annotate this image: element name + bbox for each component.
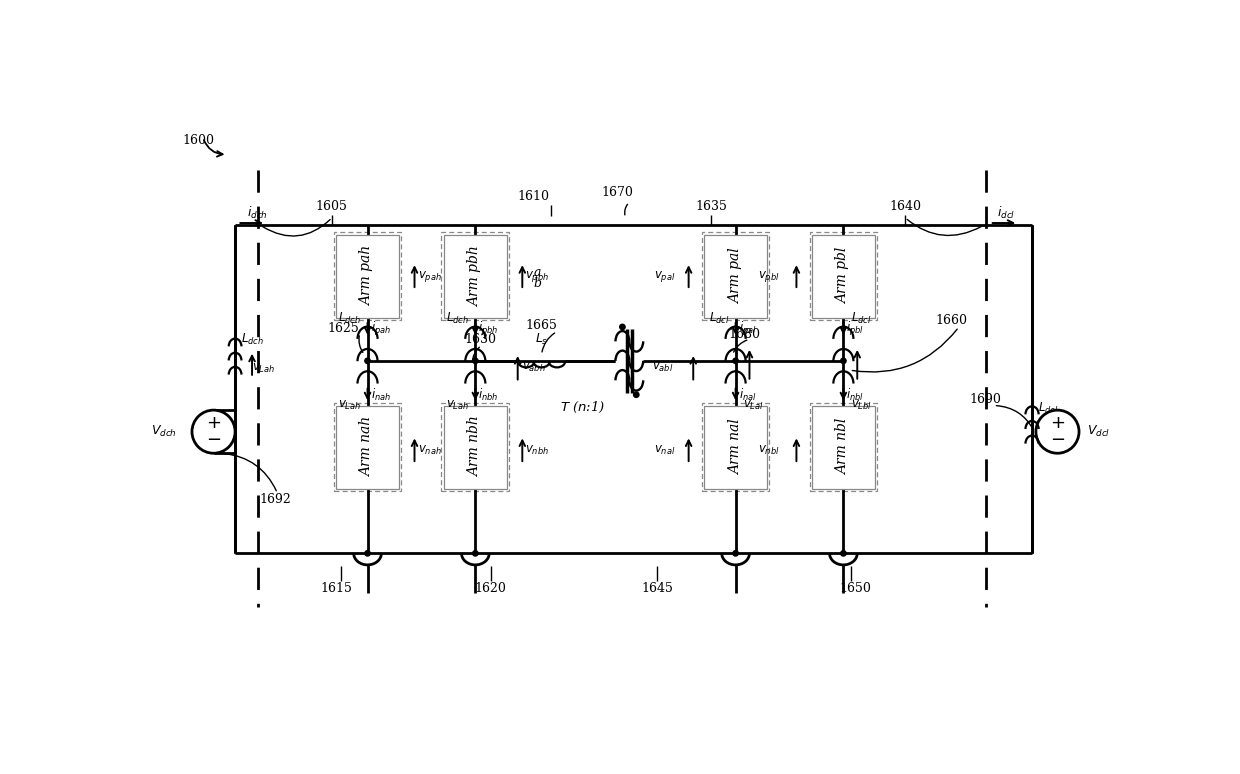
FancyBboxPatch shape (444, 406, 507, 488)
Text: Arm pal: Arm pal (729, 248, 743, 304)
Text: $v_{pbh}$: $v_{pbh}$ (526, 269, 549, 283)
Text: +: + (1050, 415, 1065, 433)
Circle shape (365, 550, 371, 556)
Text: $i_{nah}$: $i_{nah}$ (371, 387, 391, 402)
Text: Arm nah: Arm nah (361, 417, 374, 477)
Text: 1690: 1690 (970, 393, 1002, 406)
Text: $i_{pal}$: $i_{pal}$ (739, 320, 756, 337)
Circle shape (365, 358, 371, 364)
Text: 1680: 1680 (729, 328, 761, 341)
Text: 1620: 1620 (475, 582, 507, 595)
Text: 1615: 1615 (321, 582, 352, 595)
Text: $v_{nbl}$: $v_{nbl}$ (758, 444, 780, 457)
Circle shape (733, 358, 738, 364)
FancyBboxPatch shape (812, 406, 875, 488)
Text: $L_{dcl}$: $L_{dcl}$ (1038, 401, 1059, 416)
Circle shape (472, 358, 479, 364)
Text: $v_{abl}$: $v_{abl}$ (652, 361, 673, 374)
Text: $L_{dch}$: $L_{dch}$ (339, 311, 361, 326)
Text: a: a (533, 265, 541, 279)
Text: $v_{pah}$: $v_{pah}$ (418, 269, 441, 283)
Text: +: + (206, 415, 221, 433)
Text: $i_{nal}$: $i_{nal}$ (739, 387, 756, 402)
Text: $T$ ($n$:1): $T$ ($n$:1) (560, 399, 606, 415)
Text: −: − (206, 431, 221, 449)
Text: 1645: 1645 (641, 582, 673, 595)
Text: 1660: 1660 (935, 314, 967, 327)
Text: $i_{pbl}$: $i_{pbl}$ (847, 320, 864, 337)
Text: $v_{Lbl}$: $v_{Lbl}$ (851, 399, 872, 412)
Text: $v_{pbl}$: $v_{pbl}$ (758, 269, 780, 283)
Text: $V_{dcl}$: $V_{dcl}$ (1086, 424, 1110, 439)
Text: $L_{dcl}$: $L_{dcl}$ (709, 311, 729, 326)
Text: $v_{Lal}$: $v_{Lal}$ (743, 399, 764, 412)
Text: $v_{Lah}$: $v_{Lah}$ (252, 362, 275, 375)
Circle shape (733, 550, 738, 556)
Text: 1625: 1625 (327, 322, 358, 335)
FancyBboxPatch shape (336, 406, 399, 488)
Circle shape (841, 550, 846, 556)
Text: 1630: 1630 (464, 333, 496, 346)
Text: Arm pbh: Arm pbh (469, 246, 482, 307)
Text: $v_{pal}$: $v_{pal}$ (653, 269, 676, 283)
Text: $V_{dch}$: $V_{dch}$ (151, 424, 176, 439)
Text: $i_{nbl}$: $i_{nbl}$ (847, 387, 864, 402)
FancyBboxPatch shape (704, 235, 768, 317)
FancyBboxPatch shape (812, 235, 875, 317)
Text: $L_s$: $L_s$ (534, 332, 548, 347)
FancyBboxPatch shape (336, 235, 399, 317)
Text: $v_{nal}$: $v_{nal}$ (653, 444, 676, 457)
Text: $L_{dch}$: $L_{dch}$ (446, 311, 469, 326)
Text: 1650: 1650 (839, 582, 870, 595)
Text: $i_{pah}$: $i_{pah}$ (371, 320, 391, 337)
Text: 1692: 1692 (259, 493, 291, 506)
Text: −: − (1050, 431, 1065, 449)
Text: 1640: 1640 (889, 200, 921, 214)
Text: $L_{dch}$: $L_{dch}$ (242, 332, 264, 347)
FancyBboxPatch shape (444, 235, 507, 317)
Text: $i_{pbh}$: $i_{pbh}$ (479, 320, 498, 337)
Text: $i_{nbh}$: $i_{nbh}$ (479, 387, 498, 402)
Text: $v_{Lah}$: $v_{Lah}$ (339, 399, 361, 412)
Circle shape (472, 550, 479, 556)
Text: b: b (533, 277, 541, 290)
Text: $v_{nbh}$: $v_{nbh}$ (526, 444, 549, 457)
Text: Arm pbl: Arm pbl (837, 248, 851, 304)
Text: $i_{dcl}$: $i_{dcl}$ (997, 205, 1016, 221)
Text: $v_{Lah}$: $v_{Lah}$ (446, 399, 469, 412)
Text: 1610: 1610 (518, 190, 549, 204)
Circle shape (192, 410, 236, 454)
Text: Arm nbh: Arm nbh (469, 416, 482, 478)
Text: Arm nbl: Arm nbl (837, 419, 851, 475)
Text: Arm pah: Arm pah (361, 246, 374, 307)
Circle shape (1035, 410, 1079, 454)
Text: $L_{dcl}$: $L_{dcl}$ (851, 311, 872, 326)
Text: $i_{dch}$: $i_{dch}$ (247, 205, 268, 221)
Text: 1600: 1600 (182, 134, 215, 147)
FancyBboxPatch shape (704, 406, 768, 488)
Text: 1605: 1605 (315, 200, 347, 214)
Text: $v_{nah}$: $v_{nah}$ (418, 444, 441, 457)
Text: $v_{abh}$: $v_{abh}$ (522, 361, 546, 374)
Text: 1670: 1670 (601, 187, 634, 200)
Circle shape (841, 358, 846, 364)
Text: Arm nal: Arm nal (729, 420, 743, 475)
Text: 1665: 1665 (526, 319, 558, 332)
Circle shape (634, 392, 639, 397)
Text: 1635: 1635 (696, 200, 727, 214)
Circle shape (620, 324, 625, 330)
